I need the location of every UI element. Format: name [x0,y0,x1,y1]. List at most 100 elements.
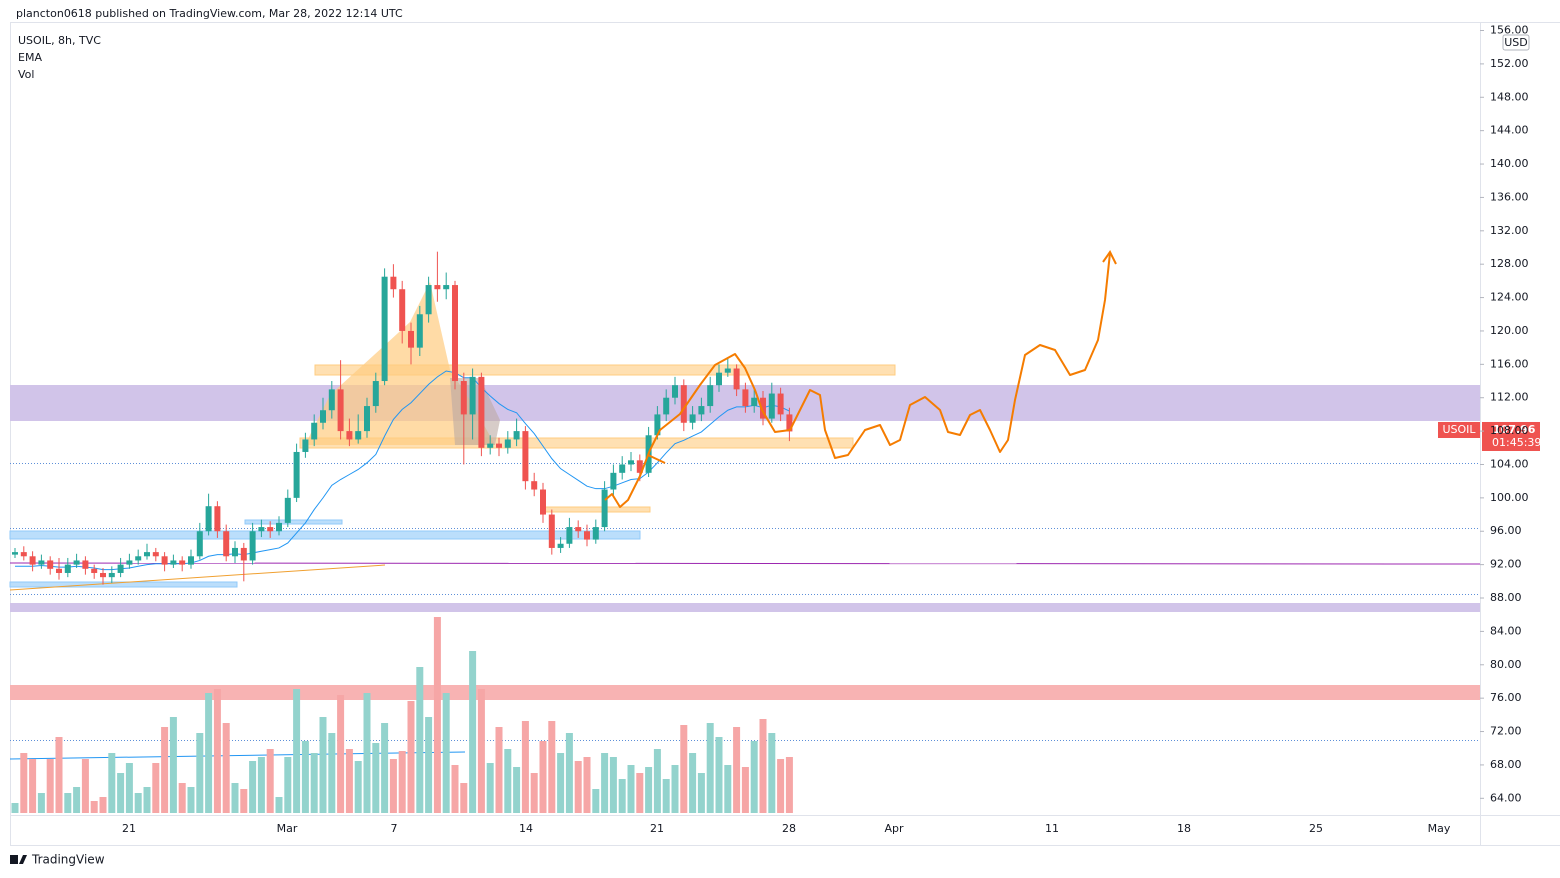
volume-bar [389,759,397,813]
series [11,251,793,813]
volume-bar [513,767,521,813]
volume-bar [477,689,485,813]
pattern-fill [305,282,495,445]
x-tick-label: 11 [1045,822,1059,835]
volume-bar [609,757,617,813]
candle-body [416,314,423,348]
volume-bar [345,749,353,813]
volume-bar [583,757,591,813]
candle-body [144,552,150,557]
volume-bar [37,793,45,813]
currency-badge[interactable] [1502,34,1530,51]
x-tick-label: Apr [884,822,904,835]
volume-bar [689,753,697,813]
volume-bar [73,787,81,813]
x-tick-label: 7 [391,822,398,835]
candle-body [566,527,573,544]
volume-bar [125,763,133,813]
candle-body [672,385,678,398]
volume-bar [81,759,89,813]
candle-body [636,460,643,473]
volume-bar [750,741,758,813]
volume-bar [530,773,538,813]
projection-stroke [647,454,666,464]
volume-bar [636,773,644,813]
volume-bar [715,737,723,813]
candle-body [232,547,238,557]
volume-bar [662,779,670,813]
volume-bar [293,689,301,813]
zone [10,603,1480,612]
candle-body [478,376,485,448]
y-tick-label: 136.00 [1490,190,1529,203]
y-tick-label: 88.00 [1490,591,1522,604]
y-tick-label: 76.00 [1490,691,1522,704]
volume-bar [627,765,635,813]
volume-bar [592,789,600,813]
volume-bar [161,727,169,813]
candle-body [698,406,705,415]
volume-bar [205,693,213,813]
candle-body [346,431,353,440]
candle-body [170,560,177,565]
y-tick-label: 72.00 [1490,725,1522,738]
candle-body [372,381,379,407]
candle-body [557,543,564,548]
candle-body [786,414,793,432]
volume-bar [257,757,265,813]
volume-bar [565,733,573,813]
x-tick-label: 18 [1177,822,1191,835]
volume-bar [539,741,547,813]
candle-body [311,422,318,440]
volume-bar [55,737,63,813]
demand-zone [299,437,854,449]
candle-body [548,514,555,548]
candle-body [267,527,274,532]
demand-zone [544,506,651,513]
candle-body [240,547,247,561]
candle-body [707,385,714,407]
volume-ma [9,751,466,760]
x-tick-label: 21 [122,822,136,835]
candle-body [390,276,397,290]
volume-bar [196,733,204,813]
candle-body [56,568,62,573]
volume-bar [108,753,116,813]
candle-body [531,481,538,490]
y-tick-label: 116.00 [1490,357,1529,370]
candle-body [381,276,388,382]
volume-bar [768,733,776,813]
x-tick-label: 14 [519,822,533,835]
y-tick-label: 144.00 [1490,124,1529,137]
candle-body [29,556,36,565]
volume-bar [601,753,609,813]
countdown: 01:45:39 [1492,436,1541,449]
candle-body [276,522,282,532]
trend-line [9,564,386,591]
volume-bar [187,787,195,813]
candle-body [64,564,71,573]
volume-bar [451,765,459,813]
candle-body [82,560,89,569]
candle-body [575,527,582,532]
candle-body [496,443,502,448]
currency: USD [1504,36,1528,49]
y-tick-label: 140.00 [1490,157,1529,170]
candle-body [100,572,106,578]
candle-body [654,414,661,436]
volume-bar [372,743,380,813]
horizontal-line [9,562,1481,565]
volume-bar [680,725,688,813]
candle-body [302,439,309,452]
candle-body [425,285,432,315]
candle-body [628,460,634,465]
x-tick-label: 21 [650,822,664,835]
volume-bar [337,695,345,813]
candle-body [337,389,344,432]
y-tick-label: 80.00 [1490,658,1522,671]
y-tick-label: 84.00 [1490,624,1522,637]
y-tick-label: 112.00 [1490,391,1529,404]
candle-body [434,285,441,290]
candle-body [38,560,45,565]
volume-bar [222,723,230,813]
